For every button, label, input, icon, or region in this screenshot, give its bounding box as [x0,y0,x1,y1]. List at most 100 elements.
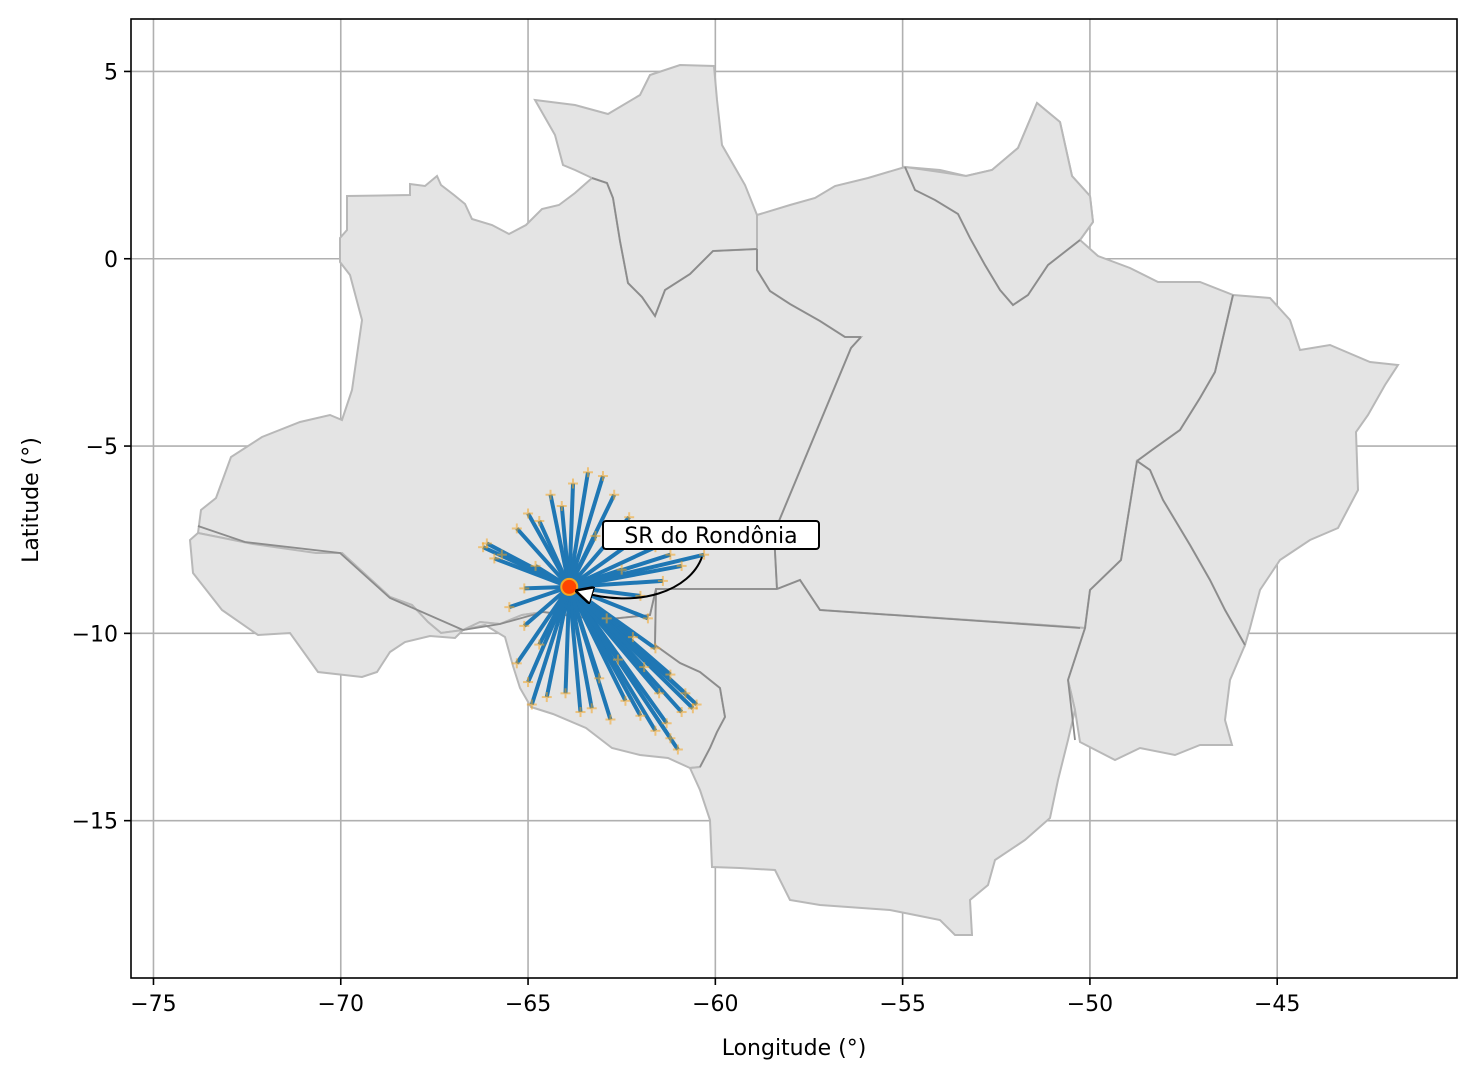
flow-line [544,586,572,698]
border-am-rr [591,177,758,318]
origin-marker [511,523,522,534]
flow-line [568,563,682,589]
origin-marker [612,654,623,665]
origin-marker [699,549,710,560]
flow-line [508,585,570,610]
border-am-ac [197,525,464,631]
origin-marker [654,688,665,699]
y-tick-label: 5 [104,60,118,85]
x-tick-label: −70 [318,992,364,1017]
origin-marker [519,620,530,631]
origin-marker [616,564,627,575]
flow-line [567,535,598,588]
origin-marker [594,673,605,684]
origin-marker [676,560,687,571]
origin-marker [560,688,571,699]
origin-marker [665,549,676,560]
origin-marker [526,699,537,710]
origin-marker [590,530,601,541]
flow-line [567,483,575,587]
origin-marker [635,710,646,721]
origin-marker [620,695,631,706]
origin-marker [661,718,672,729]
axes: −75 −70 −65 −60 −55 −50 −45 5 0 −5 −10 −15 [72,60,1301,1017]
border-rr-pa [756,249,861,338]
flow-line [529,586,572,706]
border-pa-ap [904,166,1081,307]
origin-marker [672,744,683,755]
origin-marker [680,688,691,699]
annotation: SR do Rondônia [577,520,820,598]
border-pa-mt [776,578,1081,629]
border-pa-to [1067,460,1138,741]
origin-marker [657,575,668,586]
origin-marker [530,560,541,571]
origin-marker [650,725,661,736]
flow-line [567,475,605,588]
origin-marker [568,478,578,489]
y-tick-label: −5 [86,435,118,460]
border-to-ma [1136,460,1246,646]
origin-marker [605,714,616,725]
origin-marker [609,489,620,500]
annotation-box [602,520,820,550]
origin-marker [504,602,515,613]
y-tick-label: 0 [104,248,118,273]
origin-marker [639,662,650,673]
origin-marker [534,515,545,526]
origin-marker [635,590,646,601]
origin-marker [496,549,507,560]
flow-line [537,520,572,588]
annotation-label: SR do Rondônia [624,524,797,549]
flow-line [567,585,661,695]
origin-marker [687,703,698,714]
x-tick-label: −55 [879,992,925,1017]
y-tick-label: −10 [72,622,118,647]
x-tick-label: −60 [692,992,738,1017]
border-pa-ma [1136,294,1234,462]
flow-line [568,567,623,589]
origin-marker [519,583,530,594]
flow-line [522,585,571,628]
origin-marker [478,542,489,553]
origin-marker [534,639,545,650]
region-acre [188,531,466,679]
origin-marker [582,467,593,478]
flow-line [567,471,590,588]
origin-marker [545,489,556,500]
origin-marker [601,613,612,624]
origin-marker [642,613,653,624]
y-axis-label: Latitude (°) [19,437,44,563]
destination-marker [560,577,579,596]
origin-marker [676,707,687,718]
origin-marker [523,508,534,519]
flow-line [537,585,572,646]
annotation-arrow [577,556,703,598]
x-axis-label: Longitude (°) [722,1036,867,1061]
origin-marker [627,632,638,643]
origin-marker [575,707,586,718]
origin-marker [586,703,597,714]
origin-marker [489,553,500,564]
origin-marker [511,658,522,669]
border-ro-mt [654,588,726,768]
origin-marker [650,643,661,654]
origin-marker [597,471,608,482]
origin-marker [523,677,534,688]
x-tick-label: −45 [1254,992,1300,1017]
x-tick-label: −65 [505,992,551,1017]
flow-line [515,527,571,589]
flow-line [567,585,695,710]
origin-marker [556,500,567,511]
origin-marker [541,692,552,703]
x-tick-label: −75 [130,992,176,1017]
flow-line [567,586,583,713]
border-am-pa [773,336,862,590]
flow-line [567,586,628,702]
origin-marker [665,733,676,744]
y-tick-label: −15 [72,810,118,835]
flow-line [563,586,572,694]
origin-marker [665,669,676,680]
plot-frame [130,18,1458,979]
